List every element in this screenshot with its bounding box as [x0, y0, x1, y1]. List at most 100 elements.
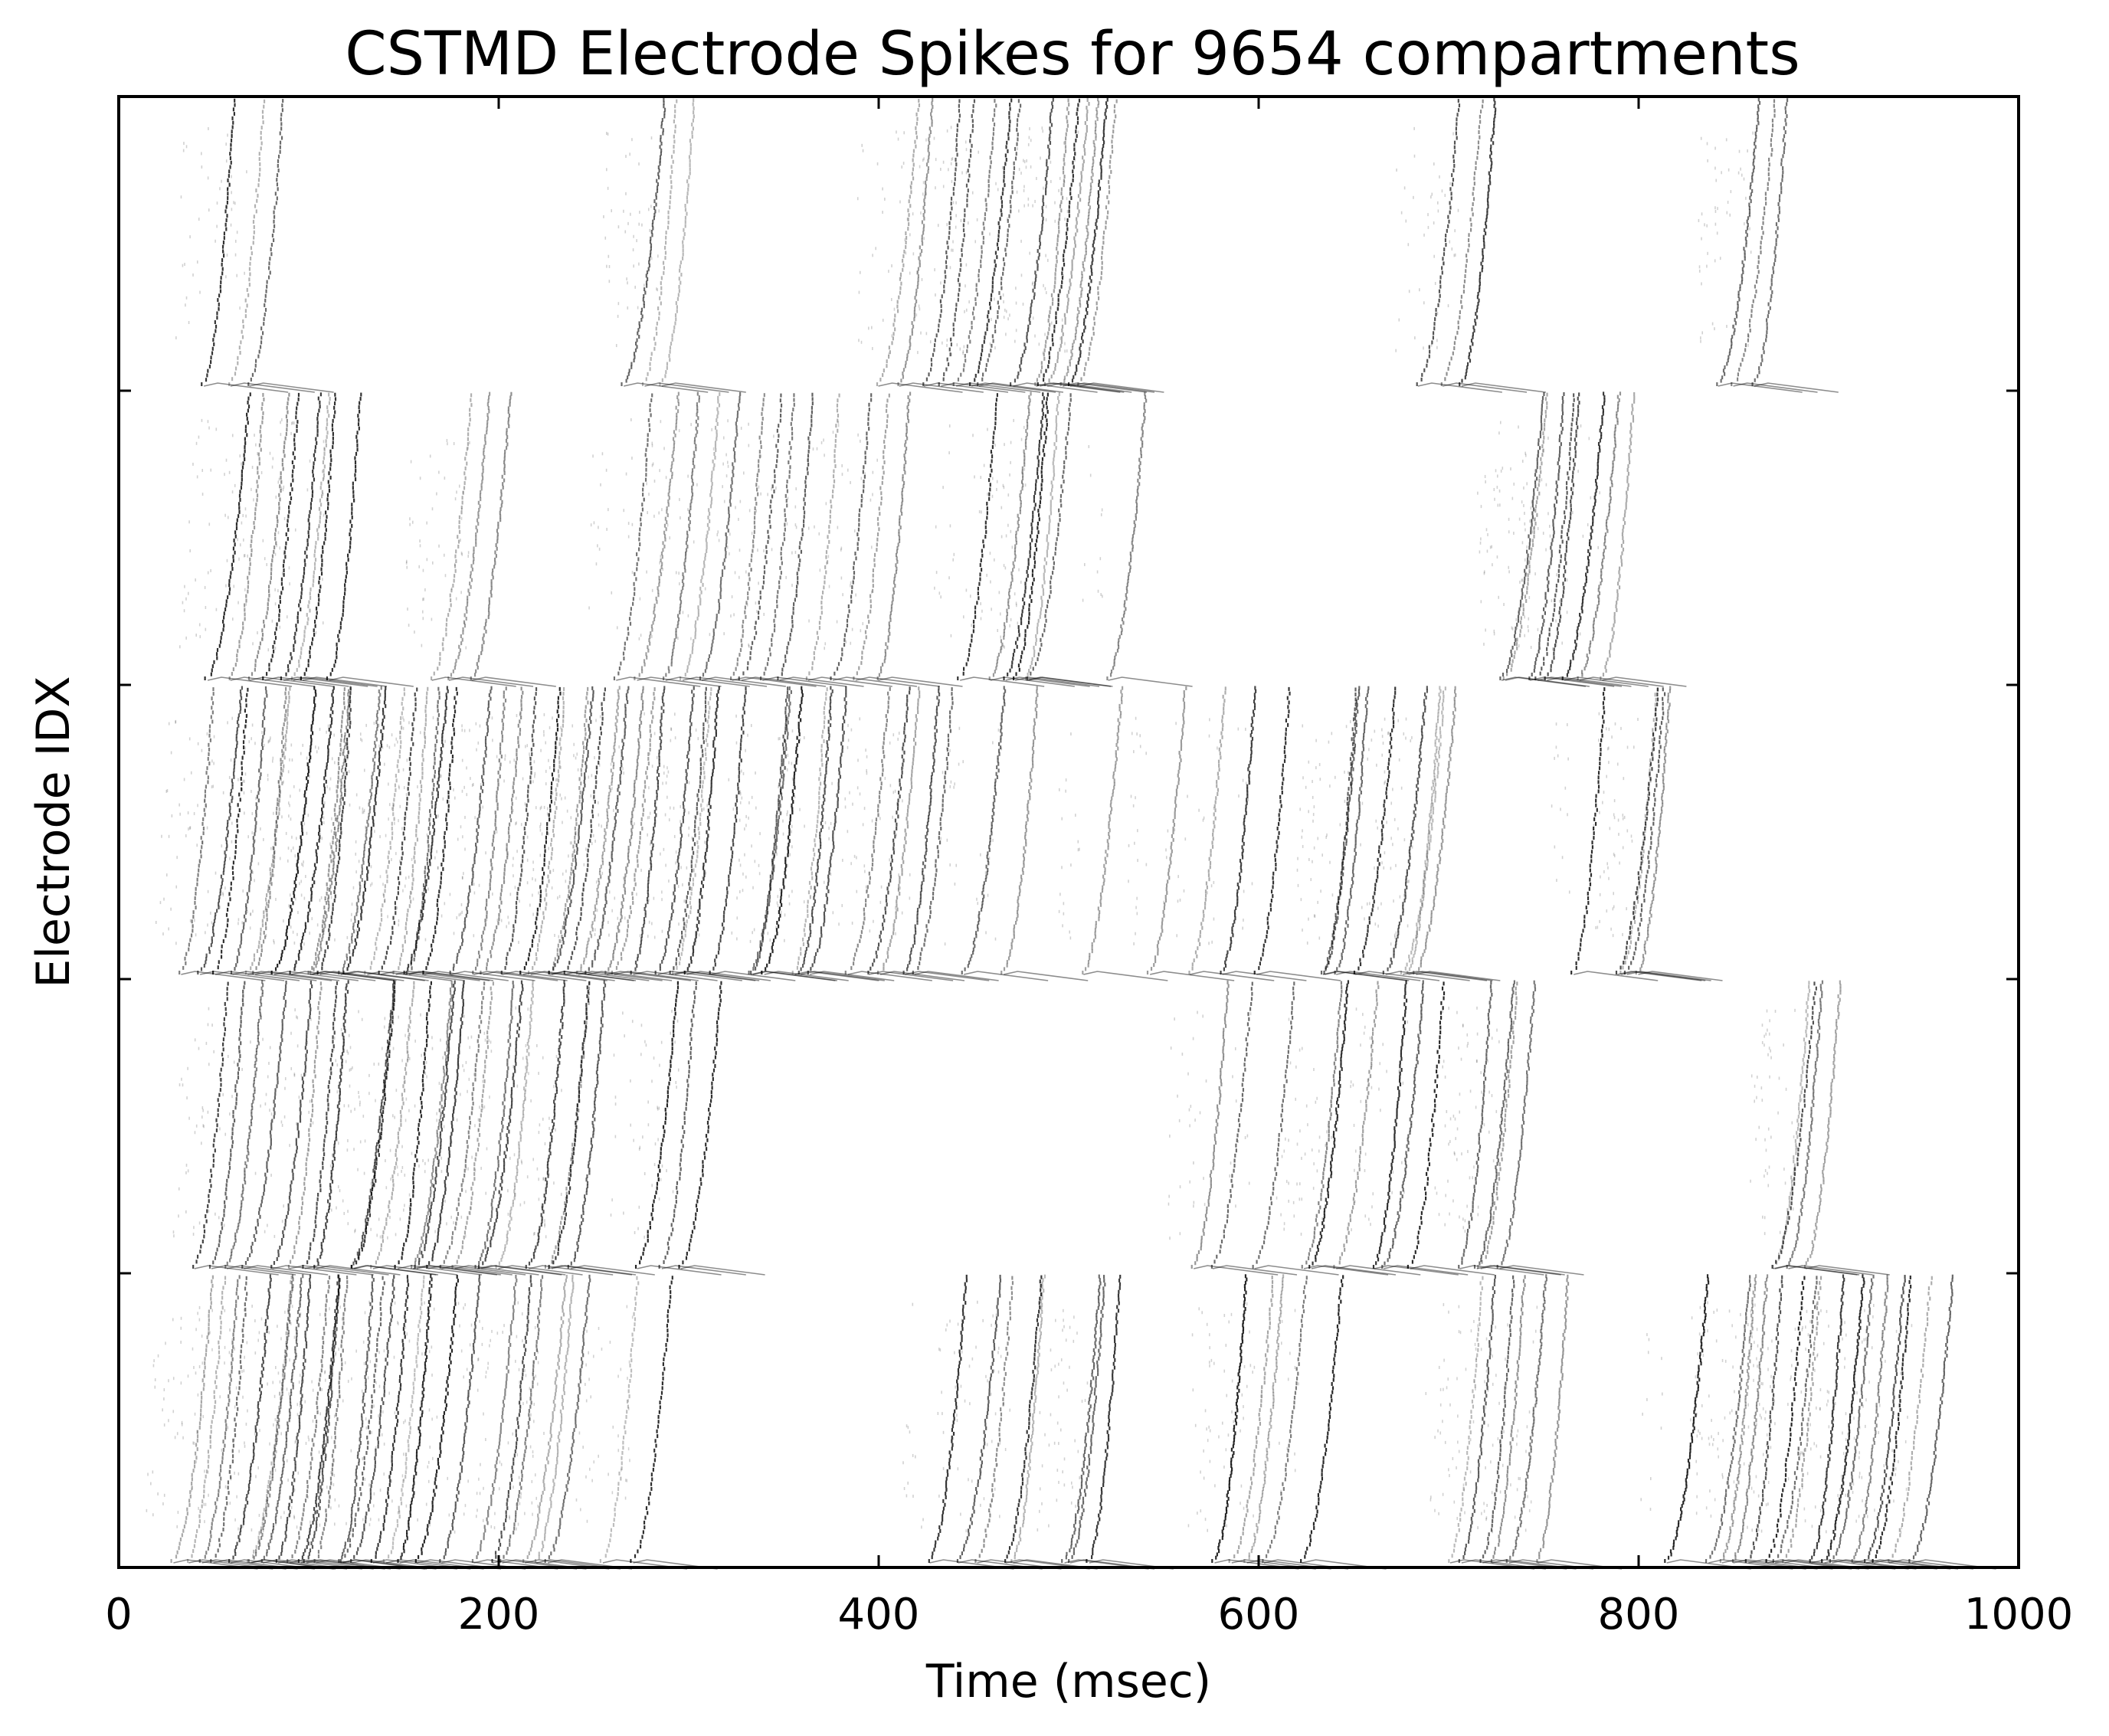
spike-tail	[978, 382, 1064, 393]
spike-burst	[224, 392, 334, 687]
spike-tail	[1014, 676, 1100, 687]
spike-tail	[1108, 676, 1193, 687]
spike-marks-layer	[146, 97, 1996, 1570]
spike-tail	[732, 676, 817, 687]
spike-burst	[872, 97, 984, 393]
spike-burst	[1015, 98, 1125, 393]
spike-burst	[1044, 97, 1155, 393]
spike-burst	[444, 391, 556, 687]
spike-tail	[1069, 382, 1155, 393]
spike-tail	[293, 676, 378, 687]
spike-burst	[1698, 97, 1803, 393]
spike-burst	[277, 392, 388, 687]
spike-tail	[1754, 382, 1839, 393]
spike-tail	[661, 382, 746, 393]
spike-burst	[611, 391, 722, 687]
spike-tail	[283, 676, 368, 687]
spike-tail	[207, 676, 293, 687]
spike-tail	[878, 382, 963, 393]
chart-title: CSTMD Electrode Spikes for 9654 compartm…	[345, 20, 1800, 89]
spike-tail	[1079, 382, 1164, 393]
spike-tail	[701, 676, 786, 687]
spike-burst	[405, 393, 516, 687]
spike-tail	[665, 676, 750, 687]
spike-burst	[257, 392, 368, 687]
spike-tail	[1028, 676, 1113, 687]
spike-burst	[929, 99, 1041, 393]
spike-tail	[637, 676, 722, 687]
spike-tail	[878, 676, 963, 687]
spike-burst	[856, 98, 963, 393]
spike-burst	[638, 391, 750, 687]
spike-tail	[1036, 382, 1121, 393]
spike-burst	[989, 392, 1100, 687]
spike-tail	[1062, 382, 1148, 393]
spike-tail	[682, 676, 768, 687]
spike-tail	[249, 382, 334, 393]
spike-burst	[1023, 98, 1132, 393]
spike-tail	[1442, 382, 1528, 393]
spike-burst	[915, 99, 1026, 393]
spike-burst	[1000, 393, 1113, 687]
spike-tail	[741, 676, 827, 687]
spike-tail	[230, 382, 315, 393]
spike-burst	[716, 393, 827, 687]
spike-burst	[588, 393, 701, 687]
spike-tail	[855, 676, 940, 687]
spike-tail	[431, 676, 516, 687]
spike-tail	[971, 382, 1056, 393]
spike-burst	[785, 393, 892, 687]
spike-tail	[923, 382, 1009, 393]
spike-burst	[1395, 99, 1502, 393]
spike-burst	[1082, 391, 1193, 687]
spike-burst	[204, 392, 315, 687]
spike-burst	[179, 392, 293, 687]
spike-tail	[1013, 382, 1098, 393]
spike-tail	[616, 676, 701, 687]
spike-tail	[899, 382, 984, 393]
spike-burst	[828, 393, 940, 687]
spike-burst	[677, 391, 786, 687]
spike-tail	[1718, 382, 1803, 393]
spike-burst	[989, 97, 1098, 393]
spike-tail	[1040, 382, 1125, 393]
spike-tail	[624, 382, 709, 393]
spike-burst	[1434, 97, 1546, 393]
spike-burst	[302, 392, 414, 687]
spike-tail	[779, 676, 864, 687]
spike-burst	[1003, 392, 1112, 687]
spike-tail	[471, 676, 556, 687]
spike-tail	[1461, 382, 1546, 393]
spike-burst	[704, 393, 817, 687]
spike-burst	[225, 99, 334, 393]
spike-burst	[623, 99, 729, 393]
spike-tail	[329, 676, 414, 687]
spike-tail	[644, 382, 729, 393]
spike-burst	[951, 99, 1064, 393]
spike-burst	[986, 392, 1090, 687]
spike-burst	[738, 393, 847, 687]
spike-burst	[603, 97, 709, 393]
spike-burst	[1714, 99, 1818, 393]
spike-burst	[934, 393, 1045, 687]
spike-tail	[230, 676, 315, 687]
spike-burst	[421, 391, 534, 687]
spike-tail	[832, 676, 918, 687]
spike-burst	[658, 391, 768, 687]
spike-burst	[850, 391, 963, 687]
spike-burst	[1056, 99, 1164, 393]
spike-burst	[1041, 97, 1148, 393]
spike-burst	[1414, 99, 1528, 393]
spike-burst	[1477, 392, 1587, 687]
spike-tail	[1733, 382, 1818, 393]
spike-burst	[807, 393, 918, 687]
spike-tail	[762, 676, 847, 687]
spike-burst	[946, 98, 1056, 393]
spike-burst	[175, 98, 289, 393]
spike-tail	[448, 676, 534, 687]
spike-tail	[1417, 382, 1502, 393]
spike-tail	[807, 676, 892, 687]
spike-tail	[959, 676, 1045, 687]
